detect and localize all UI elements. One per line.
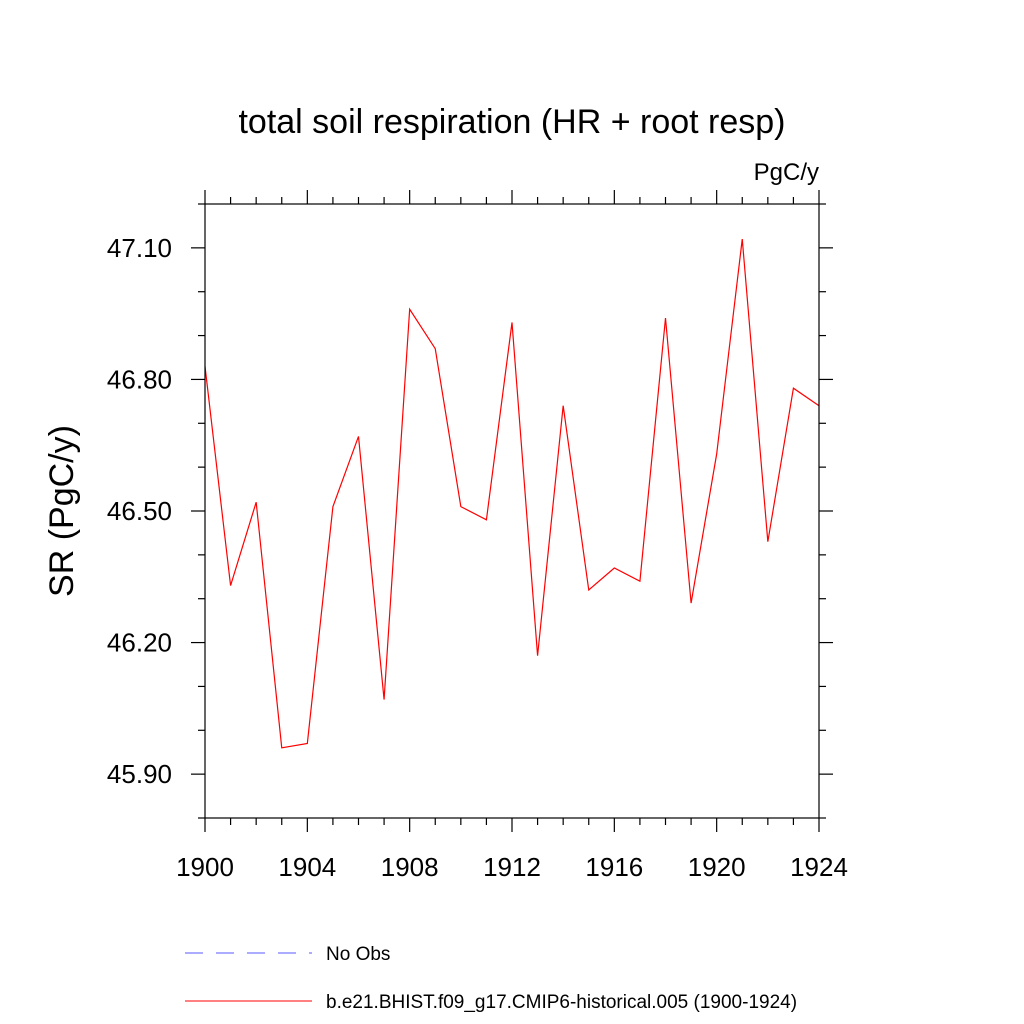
x-tick-labels: 1900 1904 1908 1912 1916 1920 1924: [176, 852, 848, 882]
legend-label-no-obs: No Obs: [326, 944, 390, 965]
x-tick-label: 1912: [483, 852, 541, 882]
y-tick-labels: 45.90 46.20 46.50 46.80 47.10: [107, 233, 172, 789]
series-lines: [204, 239, 820, 749]
x-tick-label: 1908: [381, 852, 439, 882]
legend-label-model: b.e21.BHIST.f09_g17.CMIP6-historical.005…: [326, 992, 797, 1013]
series-line: [204, 239, 820, 749]
chart-title: total soil respiration (HR + root resp): [238, 103, 785, 141]
units-label: PgC/y: [754, 159, 819, 186]
y-tick-label: 45.90: [107, 759, 172, 789]
x-tick-label: 1924: [790, 852, 848, 882]
plot-frame: [204, 203, 820, 819]
y-axis-label: SR (PgC/y): [43, 425, 81, 597]
x-tick-label: 1900: [176, 852, 234, 882]
y-tick-label: 47.10: [107, 233, 172, 263]
y-tick-label: 46.80: [107, 364, 172, 394]
x-tick-label: 1904: [278, 852, 336, 882]
legend: No Obs b.e21.BHIST.f09_g17.CMIP6-histori…: [185, 944, 797, 1013]
y-tick-label: 46.20: [107, 628, 172, 658]
x-tick-label: 1916: [585, 852, 643, 882]
x-tick-label: 1920: [688, 852, 746, 882]
y-tick-label: 46.50: [107, 496, 172, 526]
axis-ticks: [191, 190, 833, 832]
